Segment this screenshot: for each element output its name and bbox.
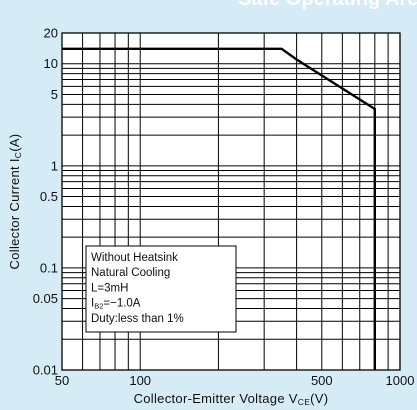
annotation-line: Duty:less than 1%	[91, 313, 184, 325]
annotation-box: Without Heatsink Natural Cooling L=3mH IB2=…	[85, 245, 237, 333]
annotation-line: IB2=−1.0A	[91, 298, 141, 311]
page-title: Safe Operating Area	[238, 0, 417, 11]
x-axis-title-main: Collector-Emitter Voltage V	[134, 391, 298, 406]
y-axis-title-unit: (A)	[7, 134, 22, 152]
annotation-text: Without Heatsink	[91, 252, 178, 264]
page-title-region: Safe Operating Area	[0, 0, 417, 14]
plot-frame	[61, 32, 401, 371]
y-tick-label: 20	[44, 26, 58, 41]
annotation-text: L=3mH	[91, 282, 128, 294]
y-tick-label: 10	[44, 56, 58, 71]
x-tick-label: 100	[129, 373, 151, 388]
x-tick-label: 500	[311, 373, 333, 388]
y-tick-labels: 0.01 0.05 0.1 0.5 1 5 10 20	[33, 26, 58, 378]
y-tick-label: 5	[51, 87, 58, 102]
y-axis-title: Collector Current IC(A)	[7, 134, 23, 270]
y-tick-label: 1	[51, 158, 58, 173]
annotation-line: Without Heatsink	[91, 252, 178, 264]
y-tick-label: 0.01	[33, 363, 58, 378]
x-tick-label: 50	[55, 373, 69, 388]
x-axis-title-sub: CE	[298, 397, 310, 407]
y-tick-label: 0.05	[33, 291, 58, 306]
x-tick-labels: 50 100 500 1000	[55, 373, 415, 388]
x-axis-title: Collector-Emitter Voltage VCE(V)	[134, 391, 329, 407]
annotation-subscript: B2	[94, 302, 103, 311]
annotation-text-rest: =−1.0A	[103, 298, 140, 310]
annotation-text: Duty:less than 1%	[91, 313, 184, 325]
series-line-1	[62, 47, 376, 370]
series-layer	[62, 47, 376, 370]
annotation-line: L=3mH	[91, 282, 128, 294]
y-axis-title-main: Collector Current I	[7, 158, 22, 269]
x-axis-title-unit: (V)	[310, 391, 328, 406]
annotation-frame	[85, 245, 237, 333]
x-tick-label: 1000	[386, 373, 415, 388]
y-axis-title-sub: C	[13, 152, 23, 158]
plot-border	[61, 32, 401, 371]
y-tick-label: 0.1	[40, 260, 58, 275]
annotation-text: I	[91, 298, 94, 310]
annotation-text: Natural Cooling	[91, 267, 170, 279]
y-tick-label: 0.5	[40, 189, 58, 204]
annotation-line: Natural Cooling	[91, 267, 170, 279]
